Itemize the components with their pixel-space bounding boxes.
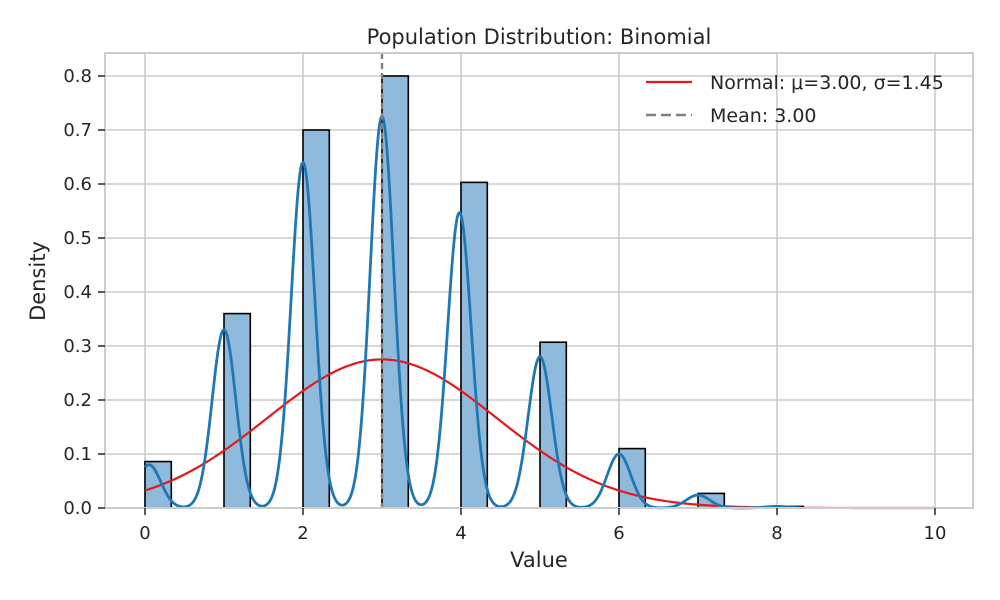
x-tick-label: 4	[455, 523, 466, 544]
x-axis-ticks: 0 2 4 6 8 10	[139, 508, 946, 544]
legend-mean-label: Mean: 3.00	[710, 105, 817, 127]
x-tick-label: 2	[297, 523, 308, 544]
y-tick-label: 0.2	[63, 390, 92, 411]
histogram-bars	[144, 75, 805, 509]
legend: Normal: μ=3.00, σ=1.45 Mean: 3.00	[646, 72, 944, 127]
y-axis-ticks: 0.0 0.1 0.2 0.3 0.4 0.5 0.6 0.7 0.8	[63, 66, 105, 519]
y-tick-label: 0.6	[63, 174, 92, 195]
axes-frame	[104, 52, 974, 509]
x-tick-label: 6	[613, 523, 624, 544]
x-axis-label: Value	[510, 548, 568, 572]
kde-line	[143, 114, 801, 510]
y-tick-label: 0.0	[63, 498, 92, 519]
histogram-bar	[144, 460, 173, 509]
x-tick-label: 10	[924, 523, 947, 544]
y-tick-label: 0.3	[63, 336, 92, 357]
chart-title: Population Distribution: Binomial	[367, 25, 712, 49]
y-tick-label: 0.1	[63, 444, 92, 465]
y-tick-label: 0.5	[63, 228, 92, 249]
y-tick-label: 0.7	[63, 120, 92, 141]
y-tick-label: 0.4	[63, 282, 92, 303]
x-tick-label: 0	[139, 523, 150, 544]
y-axis-label: Density	[26, 241, 50, 321]
legend-normal-label: Normal: μ=3.00, σ=1.45	[710, 72, 944, 94]
x-tick-label: 8	[771, 523, 782, 544]
y-tick-label: 0.8	[63, 66, 92, 87]
plot-area	[104, 52, 974, 510]
